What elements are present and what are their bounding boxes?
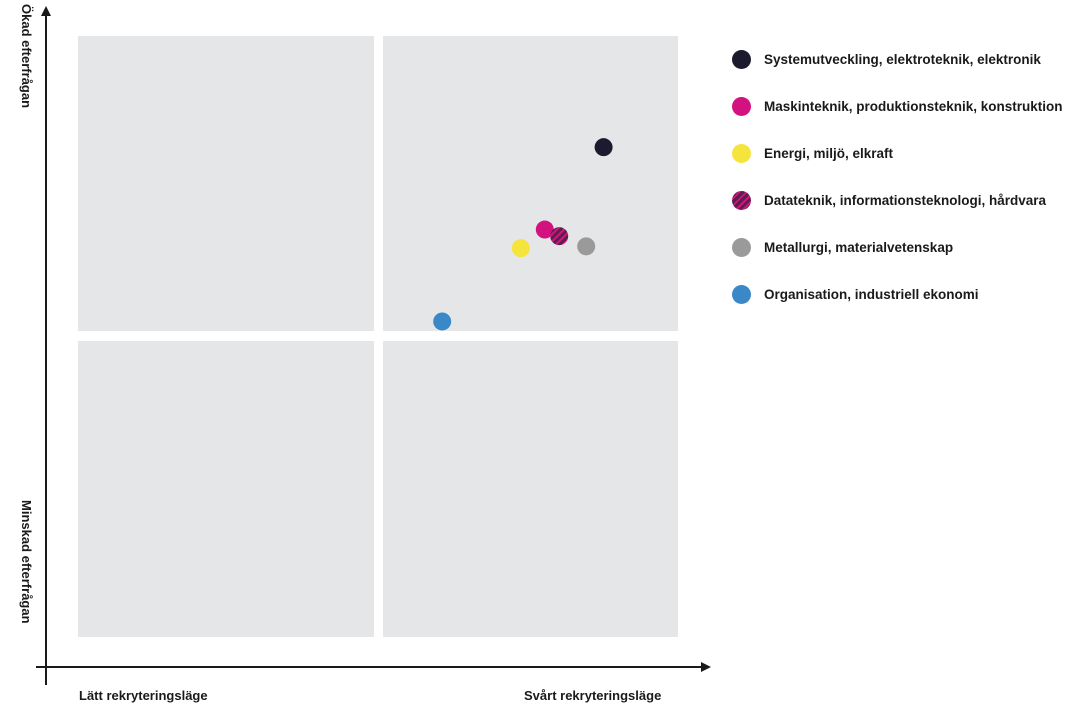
data-point-3 (511, 239, 530, 258)
legend-item: Systemutveckling, elektroteknik, elektro… (732, 36, 1082, 83)
y-axis-arrow (41, 6, 51, 16)
data-point-5 (577, 237, 596, 256)
quadrant-top-left (78, 36, 374, 331)
legend-swatch (732, 144, 751, 163)
legend-item: Organisation, industriell ekonomi (732, 271, 1082, 318)
data-point-4 (550, 227, 569, 246)
data-point-1 (594, 138, 613, 157)
legend-swatch (732, 238, 751, 257)
quadrant-bottom-right (383, 341, 678, 637)
x-axis-arrow (701, 662, 711, 672)
legend-label: Maskinteknik, produktionsteknik, konstru… (764, 99, 1063, 114)
data-points (433, 138, 613, 331)
y-axis-label-bottom: Minskad efterfrågan (19, 500, 34, 624)
x-axis-label-left: Lätt rekryteringsläge (79, 688, 208, 703)
legend-label: Metallurgi, materialvetenskap (764, 240, 954, 255)
x-axis-label-right: Svårt rekryteringsläge (524, 688, 662, 703)
legend-item: Metallurgi, materialvetenskap (732, 224, 1082, 271)
quadrant-top-right (383, 36, 678, 331)
legend-item: Datateknik, informationsteknologi, hårdv… (732, 177, 1082, 224)
legend-item: Energi, miljö, elkraft (732, 130, 1082, 177)
legend-swatch (732, 285, 751, 304)
legend-label: Energi, miljö, elkraft (764, 146, 894, 161)
legend-swatch (732, 97, 751, 116)
legend-item: Maskinteknik, produktionsteknik, konstru… (732, 83, 1082, 130)
data-point-2 (535, 220, 554, 239)
quadrant-bottom-left (78, 341, 374, 637)
legend-label: Systemutveckling, elektroteknik, elektro… (764, 52, 1041, 67)
legend-label: Organisation, industriell ekonomi (764, 287, 979, 302)
legend-label: Datateknik, informationsteknologi, hårdv… (764, 193, 1047, 208)
legend-swatch (732, 50, 751, 69)
legend: Systemutveckling, elektroteknik, elektro… (732, 36, 1082, 318)
legend-swatch (732, 191, 751, 210)
data-point-6 (433, 312, 452, 331)
y-axis-label-top: Ökad efterfrågan (19, 4, 34, 108)
